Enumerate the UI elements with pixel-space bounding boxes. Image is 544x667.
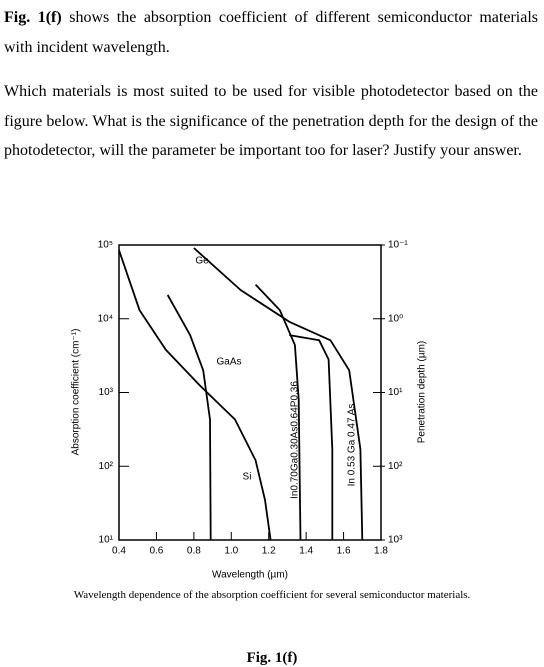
x-tick-label: 1.6 <box>337 546 351 557</box>
x-tick-label: 1.2 <box>262 546 276 557</box>
plot-frame <box>118 244 382 541</box>
series-label: GaAs <box>216 357 241 368</box>
y-tick-label: 10⁵ <box>98 240 113 251</box>
y2-tick-label: 10¹ <box>388 387 403 398</box>
x-tick-label: 0.6 <box>149 546 163 557</box>
x-tick-label: 0.4 <box>112 546 126 557</box>
series-label: Si <box>243 472 252 483</box>
x-tick-label: 1.0 <box>224 546 238 557</box>
y-tick-label: 10² <box>99 461 114 472</box>
figure-label: Fig. 1(f) <box>246 650 298 666</box>
x-tick-label: 0.8 <box>187 546 201 557</box>
curve <box>254 283 302 541</box>
y2-tick-label: 10⁰ <box>388 313 403 324</box>
curve <box>118 249 272 541</box>
x-tick-label: 1.4 <box>299 546 313 557</box>
curve <box>166 294 212 541</box>
question: Which materials is most suited to be use… <box>4 83 538 159</box>
x-tick-label: 1.8 <box>374 546 388 557</box>
x-axis-title: Wavelength (µm) <box>212 570 288 581</box>
y2-tick-label: 10² <box>388 461 403 472</box>
curve <box>193 247 364 541</box>
y2-tick-label: 10⁻¹ <box>388 240 408 251</box>
y-tick-label: 10¹ <box>99 535 114 546</box>
y-axis-title: Absorption coefficient (cm⁻¹) <box>71 329 82 456</box>
y-tick-label: 10⁴ <box>98 313 113 324</box>
y2-axis-title: Penetration depth (µm) <box>417 341 428 443</box>
intro-text: shows the absorption coefficient of diff… <box>4 9 538 56</box>
fig-ref: Fig. 1(f) <box>4 9 62 26</box>
y2-tick-label: 10³ <box>388 535 403 546</box>
y-tick-label: 10³ <box>99 387 114 398</box>
series-label: Ge <box>195 256 209 267</box>
series-label: In 0.53 Ga 0.47 As <box>347 404 358 487</box>
caption: Wavelength dependence of the absorption … <box>73 589 471 601</box>
series-label: In0.70Ga0.30As0.64P0.36 <box>290 381 301 499</box>
intro: Fig. 1(f) shows the absorption coefficie… <box>4 3 538 62</box>
curve <box>289 334 334 540</box>
